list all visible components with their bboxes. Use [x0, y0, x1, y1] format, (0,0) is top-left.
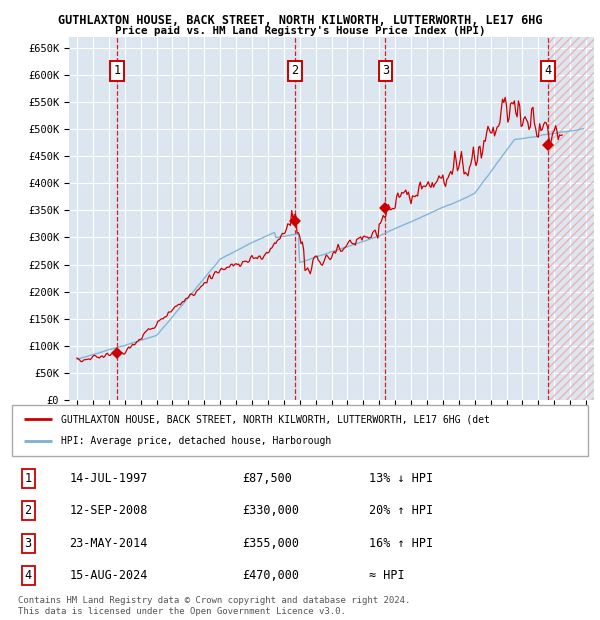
Text: £87,500: £87,500 — [242, 472, 292, 485]
Text: 3: 3 — [25, 537, 32, 550]
Text: HPI: Average price, detached house, Harborough: HPI: Average price, detached house, Harb… — [61, 436, 331, 446]
Text: 1: 1 — [25, 472, 32, 485]
Text: Contains HM Land Registry data © Crown copyright and database right 2024.
This d: Contains HM Land Registry data © Crown c… — [18, 596, 410, 616]
Text: £470,000: £470,000 — [242, 569, 299, 582]
Text: 1: 1 — [114, 64, 121, 78]
Text: 13% ↓ HPI: 13% ↓ HPI — [369, 472, 433, 485]
Text: £355,000: £355,000 — [242, 537, 299, 550]
Bar — [548, 37, 594, 400]
Text: GUTHLAXTON HOUSE, BACK STREET, NORTH KILWORTH, LUTTERWORTH, LE17 6HG (det: GUTHLAXTON HOUSE, BACK STREET, NORTH KIL… — [61, 414, 490, 424]
Text: 4: 4 — [545, 64, 552, 78]
Text: £330,000: £330,000 — [242, 504, 299, 517]
Text: ≈ HPI: ≈ HPI — [369, 569, 405, 582]
Text: 15-AUG-2024: 15-AUG-2024 — [70, 569, 148, 582]
Text: 20% ↑ HPI: 20% ↑ HPI — [369, 504, 433, 517]
Text: 4: 4 — [25, 569, 32, 582]
Text: 3: 3 — [382, 64, 389, 78]
Text: 2: 2 — [25, 504, 32, 517]
Text: 23-MAY-2014: 23-MAY-2014 — [70, 537, 148, 550]
Text: 2: 2 — [292, 64, 299, 78]
Text: GUTHLAXTON HOUSE, BACK STREET, NORTH KILWORTH, LUTTERWORTH, LE17 6HG: GUTHLAXTON HOUSE, BACK STREET, NORTH KIL… — [58, 14, 542, 27]
Text: Price paid vs. HM Land Registry's House Price Index (HPI): Price paid vs. HM Land Registry's House … — [115, 26, 485, 36]
Text: 12-SEP-2008: 12-SEP-2008 — [70, 504, 148, 517]
Text: 14-JUL-1997: 14-JUL-1997 — [70, 472, 148, 485]
Text: 16% ↑ HPI: 16% ↑ HPI — [369, 537, 433, 550]
